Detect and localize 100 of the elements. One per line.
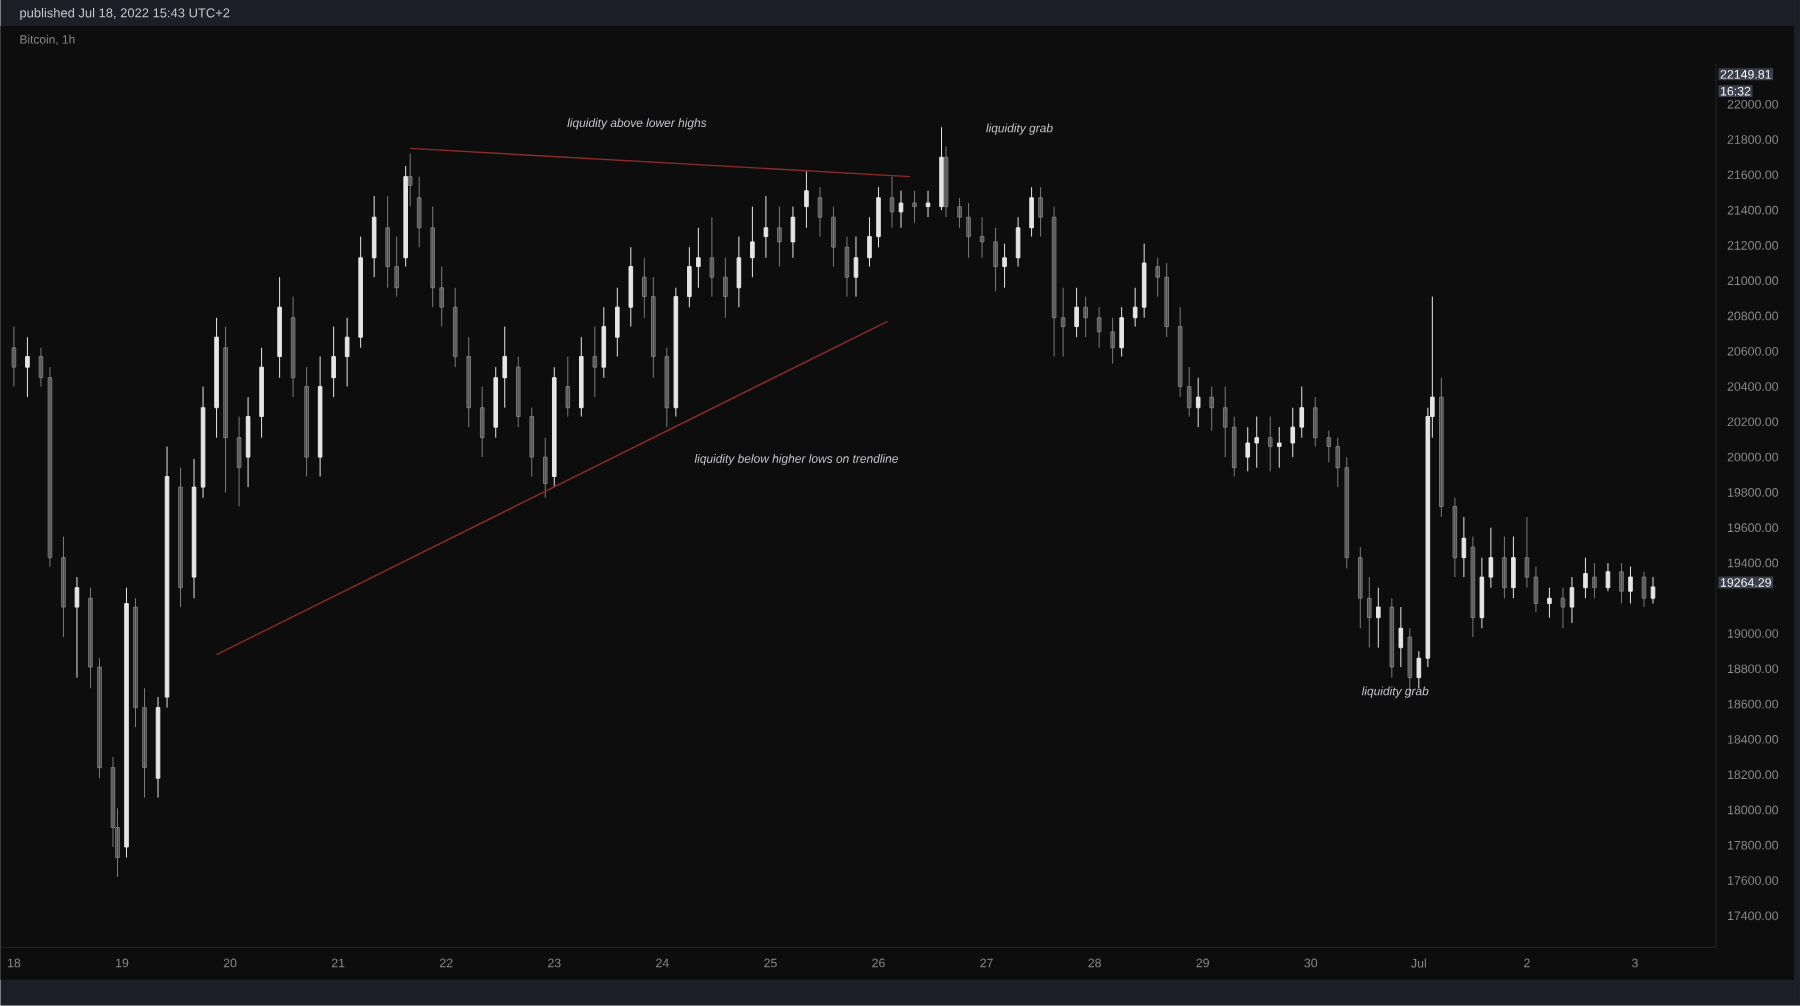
candlestick <box>763 195 769 259</box>
candlestick <box>1641 571 1647 608</box>
candlestick <box>1231 416 1237 478</box>
candlestick <box>790 206 796 259</box>
candlestick <box>1209 386 1215 432</box>
candlestick <box>1267 416 1273 472</box>
candlestick <box>439 266 444 328</box>
candlestick <box>1344 456 1350 569</box>
candlestick <box>1015 216 1021 268</box>
candlestick <box>407 153 413 208</box>
candlestick <box>1299 386 1305 439</box>
candlestick <box>304 366 309 478</box>
candlestick <box>317 356 323 478</box>
candlestick <box>1051 206 1057 358</box>
candlestick <box>394 236 399 298</box>
candlestick <box>277 276 282 379</box>
candlestick <box>1416 650 1422 689</box>
candlestick <box>1398 606 1404 668</box>
candlestick <box>1029 186 1034 238</box>
candlestick <box>200 386 206 499</box>
candlestick <box>615 287 620 358</box>
candlestick <box>578 336 584 418</box>
candlestick <box>993 227 998 292</box>
candlestick <box>1524 516 1530 589</box>
candlestick <box>1560 587 1566 629</box>
candlestick <box>1326 430 1332 464</box>
candlestick <box>664 347 670 428</box>
candlestick <box>696 227 701 289</box>
candlestick <box>1096 306 1102 349</box>
candlestick <box>889 176 895 229</box>
candlestick <box>1502 536 1507 599</box>
candlestick <box>133 597 138 728</box>
candlestick <box>673 287 679 418</box>
candlestick <box>97 657 102 779</box>
candlestick <box>331 326 336 398</box>
candlestick <box>1222 386 1228 458</box>
candlestick <box>74 576 80 679</box>
candlestick <box>592 326 598 398</box>
candlestick <box>1195 377 1201 428</box>
candlestick <box>1155 257 1160 298</box>
candlestick <box>371 195 377 278</box>
candlestick <box>628 246 634 328</box>
candlestick <box>416 176 422 248</box>
candlestick <box>1164 262 1169 338</box>
candlestick <box>1376 587 1381 649</box>
candlestick <box>1245 426 1251 472</box>
candlestick <box>966 202 971 259</box>
candlestick <box>155 696 161 799</box>
candlestick <box>979 216 985 259</box>
candlestick <box>1110 317 1115 365</box>
candlestick <box>142 687 147 799</box>
candlestick <box>817 186 823 238</box>
candlestick <box>214 317 219 439</box>
candlestick <box>1628 566 1633 605</box>
candlestick <box>1132 287 1138 328</box>
candlestick <box>178 467 183 608</box>
candlestick <box>1141 243 1147 319</box>
candlestick <box>736 236 742 308</box>
candlestick <box>777 206 782 268</box>
candlestick <box>1470 536 1476 638</box>
candlestick <box>403 165 408 268</box>
candlestick <box>358 236 363 349</box>
candlestick <box>1592 562 1597 599</box>
candlestick <box>1186 366 1192 418</box>
candlestick <box>939 126 944 211</box>
candlestick <box>1511 536 1516 599</box>
candlestick <box>479 386 485 458</box>
candlestick <box>1335 437 1341 488</box>
candlestick <box>88 587 93 689</box>
candlestick <box>344 317 350 388</box>
candlestick <box>493 366 499 439</box>
candlestick <box>957 197 962 229</box>
candlestick <box>876 186 881 248</box>
candlestick <box>898 190 904 229</box>
candlestick <box>831 206 836 268</box>
candlestick <box>943 146 949 218</box>
candlestick <box>1038 186 1043 238</box>
candlestick <box>687 246 692 308</box>
candlestick <box>245 396 251 488</box>
candlestick <box>1461 516 1467 578</box>
candlestick <box>1547 587 1552 619</box>
candlestick <box>565 356 571 418</box>
candlestick <box>1619 562 1624 605</box>
candlestick <box>529 407 535 478</box>
candlestick <box>1254 416 1260 469</box>
candlestick <box>25 336 30 398</box>
candlestick <box>1312 396 1318 448</box>
candlestick <box>551 366 557 488</box>
candlestick <box>642 257 647 319</box>
candlestick <box>236 416 242 508</box>
candlestick <box>1060 287 1066 358</box>
candlestick <box>1488 527 1494 589</box>
candlestick <box>11 326 17 388</box>
candlestick <box>844 236 850 298</box>
candlestick <box>804 170 809 229</box>
candlestick <box>1358 546 1363 629</box>
candlestick <box>1439 377 1444 518</box>
candlestick <box>723 257 728 319</box>
candlestick <box>124 587 129 859</box>
candlestick <box>466 336 472 428</box>
